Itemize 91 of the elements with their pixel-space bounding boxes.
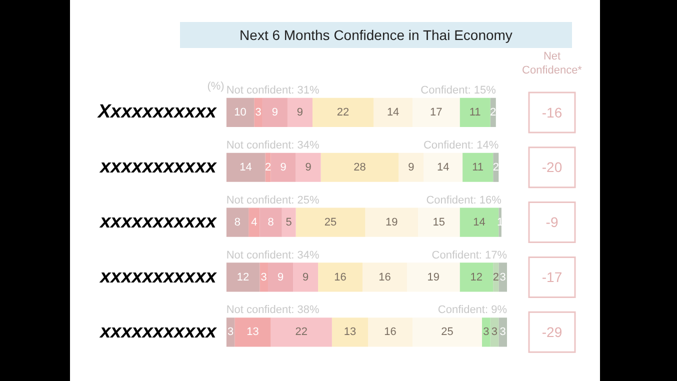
data-label: 15: [432, 216, 446, 228]
data-label: 9: [280, 161, 286, 174]
data-label: 11: [472, 161, 484, 174]
bar: [460, 98, 490, 128]
data-label: 3: [255, 106, 262, 118]
text: -17: [542, 269, 562, 286]
bar: [498, 208, 502, 237]
data-label: 2: [490, 106, 496, 118]
data-label: 9: [296, 106, 304, 118]
data-label: 14: [473, 216, 486, 228]
data-label: 8: [268, 216, 274, 228]
text: Net Confidence*: [522, 50, 583, 76]
bar: [270, 318, 332, 347]
data-label: 3: [483, 326, 490, 338]
data-label: 8: [234, 216, 241, 228]
bar: [362, 262, 407, 292]
bar: [412, 98, 460, 128]
y-tick-label: xxxxxxxxxxx: [99, 212, 218, 233]
data-label: 12: [470, 271, 483, 284]
data-label: 9: [277, 271, 284, 284]
bar: [282, 208, 296, 237]
data-label: 10: [234, 106, 246, 118]
data-label: 13: [344, 326, 356, 338]
data-label: 17: [430, 106, 442, 118]
data-label: 9: [305, 161, 312, 174]
data-label: 14: [436, 161, 450, 174]
y-tick-label: Xxxxxxxxxxx: [97, 102, 218, 123]
bar: [365, 208, 418, 237]
data-label: 9: [272, 106, 278, 118]
bar: [398, 152, 424, 182]
bar: [287, 98, 312, 128]
data-label: 4: [251, 216, 258, 228]
data-label: 14: [386, 106, 400, 118]
bar: [312, 98, 374, 128]
text: -20: [542, 159, 562, 176]
bar: [460, 262, 494, 292]
text: -16: [542, 104, 562, 120]
data-label: 11: [469, 106, 481, 118]
data-label: 3: [500, 326, 506, 338]
bar: [374, 98, 413, 128]
text: (%): [207, 80, 224, 92]
bar: [226, 208, 249, 237]
bar: [296, 208, 366, 237]
y-tick-label: xxxxxxxxxxx: [99, 156, 218, 178]
bar: [368, 318, 413, 347]
bar: [406, 262, 460, 292]
data-label: 22: [336, 106, 350, 118]
data-label: 3: [500, 271, 506, 284]
y-tick-label: xxxxxxxxxxx: [99, 266, 218, 288]
data-label: 25: [324, 216, 337, 228]
text: -29: [542, 324, 562, 340]
bar: [460, 208, 499, 237]
bar: [424, 152, 463, 182]
data-label: 5: [286, 216, 292, 228]
bar: [226, 152, 266, 182]
bar: [332, 318, 368, 347]
data-label: 3: [227, 326, 234, 338]
data-label: 12: [236, 271, 250, 284]
chart-title: Next 6 Months Confidence in Thai Economy: [180, 22, 572, 48]
text: -9: [546, 214, 558, 230]
data-label: 16: [378, 271, 391, 284]
bar: [296, 152, 321, 182]
data-label: 2: [492, 271, 499, 284]
data-label: 2: [264, 161, 272, 174]
data-label: 28: [354, 161, 366, 174]
bar: [462, 152, 494, 182]
bar: [318, 262, 363, 292]
data-label: 16: [334, 271, 346, 284]
data-label: 19: [427, 271, 440, 284]
data-label: 14: [240, 161, 252, 174]
bar: [226, 98, 254, 128]
data-label: 9: [302, 271, 309, 284]
data-label: 19: [386, 216, 398, 228]
bar: [412, 318, 482, 347]
bar: [498, 318, 507, 347]
data-label: 3: [491, 326, 498, 338]
y-tick-label: xxxxxxxxxxx: [99, 321, 218, 342]
data-label: 13: [246, 326, 259, 338]
data-label: 2: [492, 161, 499, 174]
data-label: 16: [384, 326, 396, 338]
data-label: 22: [295, 326, 308, 338]
bar: [226, 262, 260, 292]
bar: [498, 262, 507, 292]
bar: [293, 262, 318, 292]
data-label: 9: [408, 161, 414, 174]
bar: [418, 208, 460, 237]
bar: [234, 318, 271, 347]
data-label: 3: [260, 271, 267, 284]
bar: [320, 152, 399, 182]
bar: [482, 318, 490, 347]
data-label: 25: [441, 326, 454, 338]
